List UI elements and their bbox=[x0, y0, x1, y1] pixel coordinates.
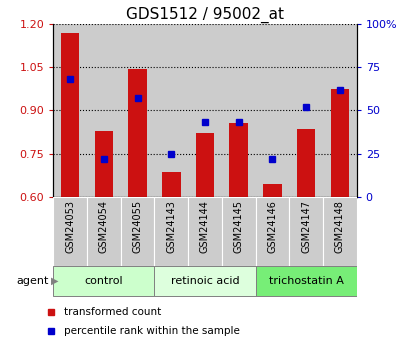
Text: transformed count: transformed count bbox=[64, 307, 161, 316]
Text: GSM24147: GSM24147 bbox=[300, 200, 310, 253]
Bar bbox=[120, 24, 154, 197]
Bar bbox=[322, 197, 356, 266]
Bar bbox=[87, 24, 120, 197]
Bar bbox=[255, 24, 289, 197]
Bar bbox=[195, 134, 214, 197]
Bar bbox=[61, 33, 79, 197]
Text: GSM24054: GSM24054 bbox=[99, 200, 109, 253]
Text: percentile rank within the sample: percentile rank within the sample bbox=[64, 326, 240, 335]
Text: GSM24148: GSM24148 bbox=[334, 200, 344, 253]
Bar bbox=[322, 24, 356, 197]
Text: GSM24146: GSM24146 bbox=[267, 200, 277, 253]
Bar bbox=[154, 266, 255, 296]
Text: control: control bbox=[84, 276, 123, 286]
Text: agent: agent bbox=[17, 276, 49, 286]
Bar bbox=[154, 197, 188, 266]
Bar bbox=[53, 197, 87, 266]
Bar bbox=[229, 124, 247, 197]
Bar bbox=[154, 24, 188, 197]
Title: GDS1512 / 95002_at: GDS1512 / 95002_at bbox=[126, 7, 283, 23]
Text: trichostatin A: trichostatin A bbox=[268, 276, 343, 286]
Bar bbox=[128, 69, 146, 197]
Bar bbox=[87, 197, 120, 266]
Bar bbox=[221, 24, 255, 197]
Bar bbox=[263, 184, 281, 197]
Bar bbox=[162, 172, 180, 197]
Bar bbox=[94, 130, 113, 197]
Bar bbox=[255, 266, 356, 296]
Bar bbox=[188, 24, 221, 197]
Bar bbox=[255, 197, 289, 266]
Bar bbox=[188, 197, 221, 266]
Text: GSM24144: GSM24144 bbox=[200, 200, 209, 253]
Bar bbox=[289, 24, 322, 197]
Bar bbox=[53, 266, 154, 296]
Text: GSM24143: GSM24143 bbox=[166, 200, 176, 253]
Bar bbox=[289, 197, 322, 266]
Bar bbox=[296, 129, 315, 197]
Bar bbox=[330, 89, 348, 197]
Bar bbox=[221, 197, 255, 266]
Text: retinoic acid: retinoic acid bbox=[170, 276, 239, 286]
Bar bbox=[120, 197, 154, 266]
Text: GSM24053: GSM24053 bbox=[65, 200, 75, 253]
Text: GSM24145: GSM24145 bbox=[233, 200, 243, 253]
Bar bbox=[53, 24, 87, 197]
Text: ▶: ▶ bbox=[51, 276, 58, 286]
Text: GSM24055: GSM24055 bbox=[132, 200, 142, 253]
